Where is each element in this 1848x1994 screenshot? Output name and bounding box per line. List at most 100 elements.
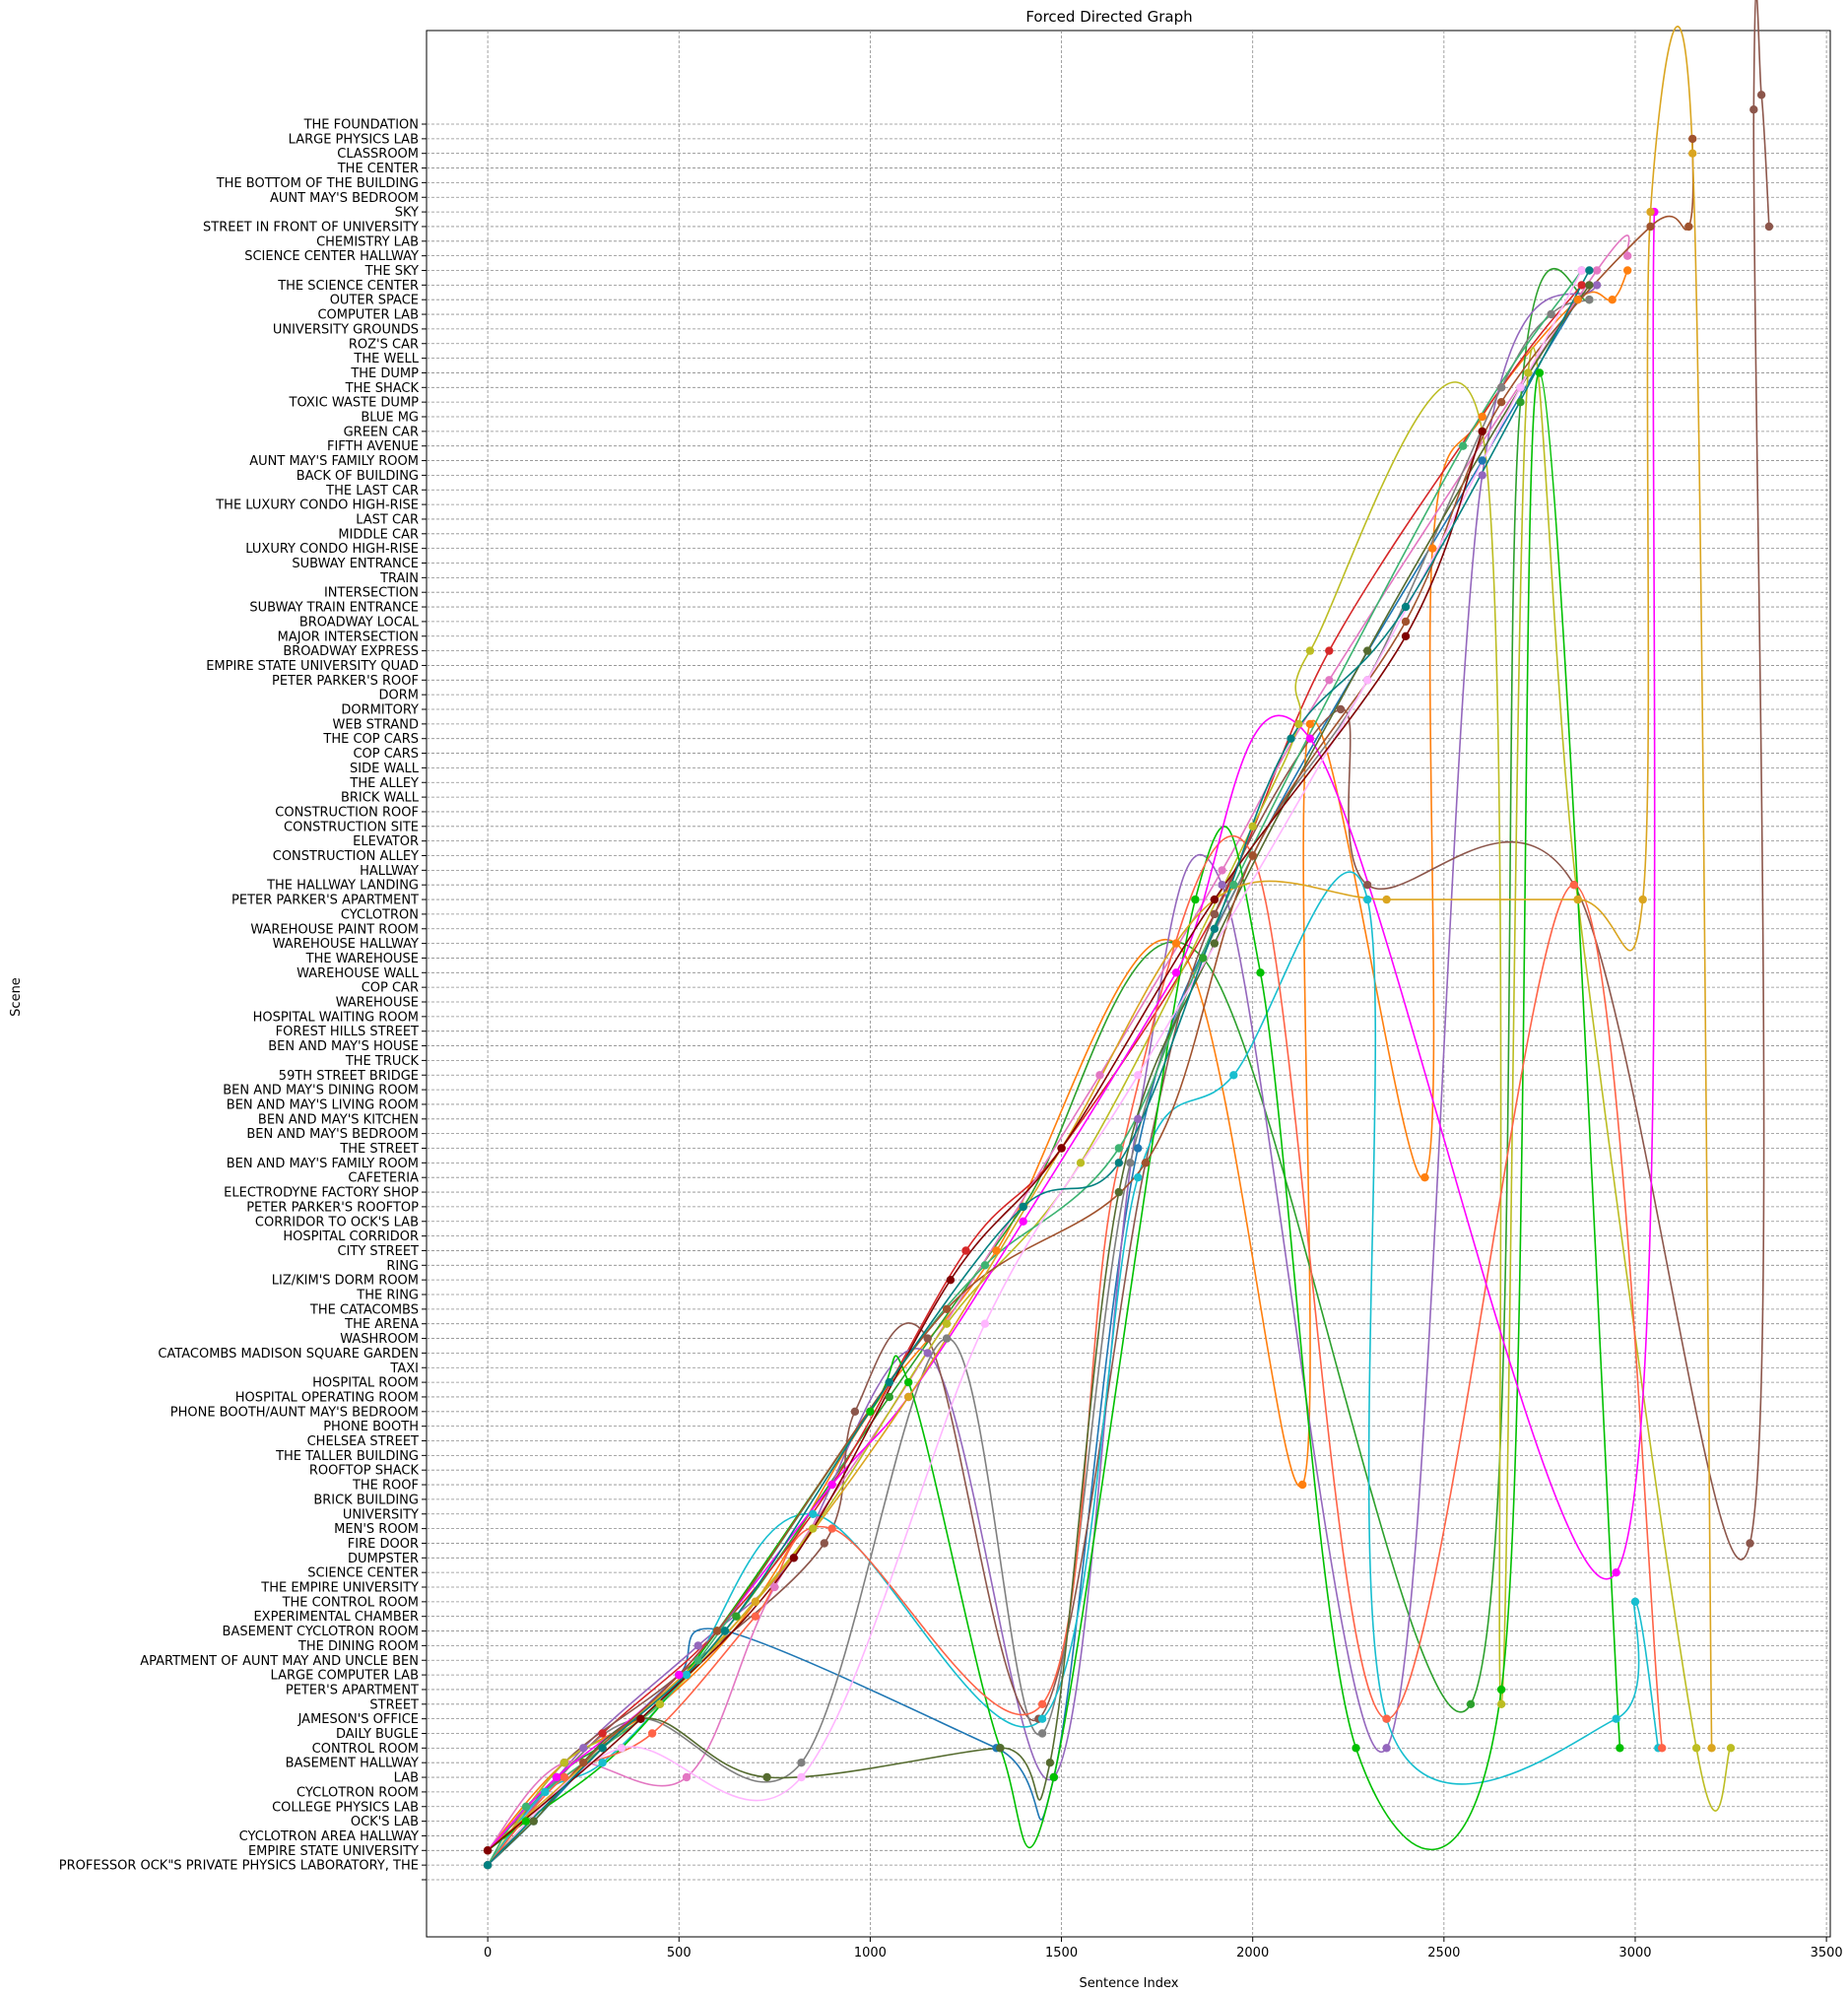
y-tick-label: PETER'S APARTMENT <box>286 1683 419 1697</box>
y-tick-label: TOXIC WASTE DUMP <box>289 396 420 411</box>
series-13-point <box>1171 968 1181 977</box>
series-11-point <box>1658 1744 1667 1753</box>
series-line-11 <box>487 835 1663 1866</box>
y-axis-ticks: PROFESSOR OCK"S PRIVATE PHYSICS LABORATO… <box>59 118 427 1881</box>
series-1-point <box>1573 296 1582 304</box>
series-14-point <box>1210 939 1220 948</box>
series-2-point <box>885 1392 893 1402</box>
series-1-point <box>1171 939 1181 948</box>
series-14-point <box>1363 646 1372 655</box>
series-9-point <box>1134 1173 1143 1182</box>
series-3-point <box>961 1246 970 1255</box>
y-tick-label: THE DUMP <box>350 366 419 381</box>
y-tick-label: BASEMENT CYCLOTRON ROOM <box>223 1625 419 1639</box>
y-tick-label: CORRIDOR TO OCK'S LAB <box>255 1215 419 1230</box>
y-tick-label: COMPUTER LAB <box>317 308 419 323</box>
series-9-point <box>809 1509 818 1519</box>
series-7-point <box>942 1334 952 1343</box>
y-tick-label: SKY <box>395 206 419 221</box>
y-tick-label: THE RING <box>356 1289 419 1303</box>
y-tick-label: THE SCIENCE CENTER <box>277 279 419 294</box>
y-tick-label: THE CATACOMBS <box>309 1302 419 1317</box>
y-tick-label: CHELSEA STREET <box>307 1434 419 1449</box>
chart-title: Forced Directed Graph <box>1025 8 1192 26</box>
series-1-point <box>1478 412 1486 422</box>
x-tick-label: 500 <box>667 1946 692 1961</box>
y-tick-label: DORMITORY <box>341 703 419 718</box>
series-6-point <box>770 1582 779 1592</box>
x-tick-label: 1500 <box>1045 1946 1078 1961</box>
series-1-point <box>1420 1173 1429 1182</box>
x-tick-label: 2500 <box>1427 1946 1460 1961</box>
series-15-point <box>579 1759 588 1767</box>
y-tick-label: PETER PARKER'S APARTMENT <box>231 894 419 908</box>
y-tick-label: ELEVATOR <box>353 834 419 849</box>
series-13-point <box>827 1480 836 1490</box>
y-tick-label: WAREHOUSE WALL <box>297 966 420 981</box>
series-13-point <box>1612 1568 1620 1577</box>
series-5-point <box>1764 222 1774 232</box>
y-tick-label: CONSTRUCTION ROOF <box>275 805 419 820</box>
x-tick-label: 0 <box>484 1946 492 1961</box>
y-axis-title: Scene <box>9 977 24 1017</box>
series-2-point <box>1516 398 1525 407</box>
y-tick-label: LAST CAR <box>356 512 419 527</box>
series-6-point <box>1623 251 1632 260</box>
y-tick-label: GREEN CAR <box>344 425 419 439</box>
series-16-point <box>1382 895 1391 904</box>
y-tick-label: RING <box>386 1259 419 1274</box>
series-9-point <box>682 1670 692 1680</box>
series-11-point <box>1037 1699 1047 1709</box>
series-15-point <box>1141 1159 1151 1167</box>
y-tick-label: THE ALLEY <box>349 776 419 791</box>
y-tick-label: CONSTRUCTION ALLEY <box>273 849 419 864</box>
series-19-point <box>598 1744 607 1753</box>
series-8-point <box>1248 822 1257 831</box>
series-5-point <box>1210 909 1220 919</box>
series-17-point <box>1134 1071 1143 1080</box>
series-11-point <box>647 1729 657 1738</box>
series-19-point <box>483 1861 493 1870</box>
y-tick-label: HOSPITAL CORRIDOR <box>283 1230 419 1244</box>
series-8-point <box>655 1699 665 1709</box>
series-12-point <box>1114 1144 1124 1153</box>
y-tick-label: MAJOR INTERSECTION <box>278 630 419 644</box>
y-tick-label: STREET <box>369 1697 419 1712</box>
y-tick-label: BACK OF BUILDING <box>297 469 419 484</box>
y-tick-label: COLLEGE PHYSICS LAB <box>272 1800 419 1815</box>
series-14-point <box>996 1744 1005 1753</box>
y-tick-label: EXPERIMENTAL CHAMBER <box>253 1610 419 1625</box>
series-12-point <box>1459 441 1468 450</box>
y-tick-label: UNIVERSITY <box>343 1507 419 1522</box>
y-tick-label: SUBWAY TRAIN ENTRANCE <box>249 601 419 616</box>
y-tick-label: THE SHACK <box>345 381 420 396</box>
y-tick-label: STREET IN FRONT OF UNIVERSITY <box>203 220 419 234</box>
series-19-point <box>1585 266 1594 275</box>
series-8-point <box>1294 719 1303 729</box>
series-11-point <box>560 1772 568 1782</box>
y-tick-label: THE ARENA <box>344 1317 419 1332</box>
series-3-point <box>598 1729 607 1738</box>
series-19-point <box>1019 1202 1027 1212</box>
series-8-point <box>1524 368 1533 377</box>
series-5-point <box>820 1539 828 1548</box>
series-17-point <box>1516 383 1525 392</box>
series-5-point <box>1756 91 1766 100</box>
series-18-point <box>1210 895 1220 904</box>
series-14-point <box>1114 1187 1124 1197</box>
series-19-point <box>1401 602 1411 612</box>
series-17-point <box>1577 266 1586 275</box>
y-tick-label: BLUE MG <box>361 411 419 426</box>
series-9-point <box>541 1787 550 1797</box>
y-tick-label: CYCLOTRON AREA HALLWAY <box>239 1829 419 1844</box>
y-tick-label: HOSPITAL WAITING ROOM <box>253 1010 419 1025</box>
y-tick-label: WAREHOUSE <box>336 996 419 1011</box>
series-11-point <box>827 1524 836 1533</box>
series-1-point <box>1608 296 1617 304</box>
series-11-point <box>751 1612 760 1621</box>
series-11-point <box>1382 1714 1391 1723</box>
series-10-point <box>1256 968 1265 977</box>
y-tick-label: PETER PARKER'S ROOF <box>272 674 419 689</box>
series-16-point <box>1688 149 1697 158</box>
y-tick-label: DORM <box>379 689 420 703</box>
